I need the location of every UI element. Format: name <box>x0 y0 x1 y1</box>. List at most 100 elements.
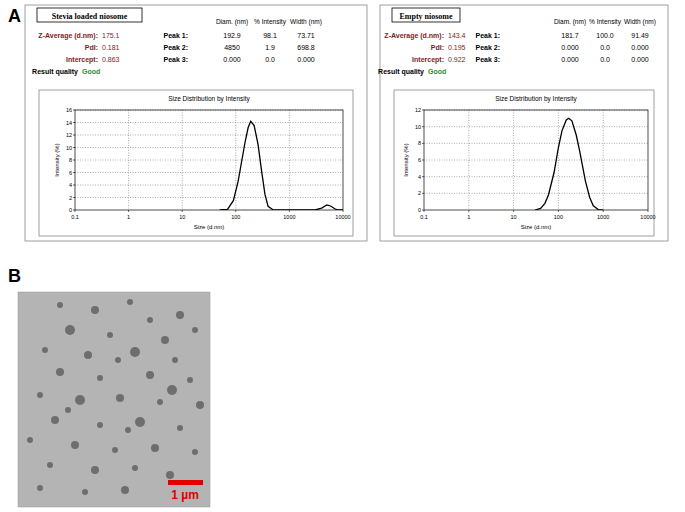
vesicle <box>151 444 159 452</box>
tick-label: 1000 <box>597 214 609 220</box>
plot-frame <box>75 110 343 210</box>
panel-frame <box>380 5 668 241</box>
vesicle <box>157 399 163 405</box>
vesicle <box>147 317 153 323</box>
grid-line <box>289 110 290 210</box>
quality: Good <box>82 68 100 75</box>
vesicle <box>107 332 113 338</box>
sample-title: Stevia loaded niosome <box>52 12 128 21</box>
vesicle <box>84 351 92 359</box>
tick-label: 8 <box>418 140 421 146</box>
tick-label: 10 <box>66 145 72 151</box>
field-label: Z-Average (d.nm): <box>384 32 444 40</box>
peak-value: 0.000 <box>561 56 579 63</box>
vesicle <box>75 395 85 405</box>
grid-line <box>128 110 129 210</box>
quality-label: Result quality <box>32 68 78 76</box>
tick-label: 6 <box>418 157 421 163</box>
column-header: % Intensity <box>589 18 622 26</box>
peak-value: 0.000 <box>297 56 315 63</box>
column-header: Width (nm) <box>290 18 322 26</box>
grid-line <box>424 160 648 161</box>
tick-label: 4 <box>418 174 421 180</box>
vesicle <box>146 371 154 379</box>
panel-label: A <box>8 6 21 26</box>
peak-label: Peak 3: <box>163 56 188 63</box>
sample-title: Empty niosome <box>399 12 453 21</box>
data-group <box>220 121 343 210</box>
vesicle <box>176 311 184 319</box>
distribution-line <box>535 118 603 210</box>
y-axis-label: Intensity (%) <box>54 143 60 176</box>
vesicle <box>116 394 124 402</box>
vesicle <box>177 425 183 431</box>
tick-label: 14 <box>66 120 72 126</box>
field-label: PdI: <box>431 44 444 51</box>
peak-value: 98.1 <box>263 32 277 39</box>
grid-line <box>182 110 183 210</box>
grid-line <box>424 126 648 127</box>
field-label: Intercept: <box>412 56 444 64</box>
vesicle <box>115 357 121 363</box>
grid-line <box>424 176 648 177</box>
grid-line <box>75 160 343 161</box>
vesicle <box>112 447 118 453</box>
column-header: Diam. (nm) <box>554 18 586 26</box>
grid-line <box>468 110 469 210</box>
tick-label: 10000 <box>640 214 655 220</box>
summary: Empty niosome Z-Average (d.nm): 143.4 PdI: 0… <box>378 5 668 241</box>
column-header: Width (nm) <box>624 18 656 26</box>
vesicle <box>121 486 129 494</box>
tick-label: 0 <box>418 207 421 213</box>
peak-value: 0.0 <box>265 56 275 63</box>
peak-value: 0.000 <box>561 44 579 51</box>
tick-label: 10 <box>179 214 185 220</box>
column-header: % Intensity <box>254 18 287 26</box>
grid-line <box>603 110 604 210</box>
tick-label: 0.1 <box>420 214 428 220</box>
peak-value: 0.000 <box>631 56 649 63</box>
tick-label: 6 <box>69 170 72 176</box>
chart-title: Size Distribution by Intensity <box>168 95 250 103</box>
micrograph-background <box>18 292 210 507</box>
vesicle <box>97 422 103 428</box>
grid-line <box>75 185 343 186</box>
field-label: PdI: <box>85 44 98 51</box>
scale-bar-label: 1 µm <box>171 488 199 502</box>
peak-value: 0.000 <box>223 56 241 63</box>
tick-label: 10 <box>415 124 421 130</box>
vesicle <box>192 327 198 333</box>
peak-value: 0.000 <box>631 44 649 51</box>
panel-label: B <box>8 266 21 286</box>
chart: Size Distribution by Intensity0246810121… <box>39 90 353 236</box>
vesicle <box>37 485 43 491</box>
peak-value: 0.0 <box>600 56 610 63</box>
tick-label: 0.1 <box>71 214 79 220</box>
vesicle <box>47 462 53 468</box>
peak-label: Peak 3: <box>475 56 500 63</box>
vesicle <box>91 466 99 474</box>
peak-label: Peak 2: <box>163 44 188 51</box>
grid-line <box>235 110 236 210</box>
field-value: 143.4 <box>448 32 466 39</box>
y-axis-label: Intensity (%) <box>403 143 409 176</box>
scale-bar <box>168 480 203 485</box>
peak-value: 192.9 <box>223 32 241 39</box>
summary: Stevia loaded niosomeZ-Average (d.nm):17… <box>25 5 367 241</box>
tick-label: 2 <box>69 195 72 201</box>
vesicle <box>132 465 138 471</box>
field-label: Z-Average (d.nm): <box>38 32 98 40</box>
vesicle <box>42 347 48 353</box>
vesicle <box>125 427 131 433</box>
chart-frame <box>394 90 654 236</box>
vesicle <box>127 299 133 305</box>
vesicle <box>187 377 193 383</box>
tick-label: 1 <box>127 214 130 220</box>
data-group <box>535 118 603 210</box>
vesicle <box>56 368 64 376</box>
vesicle <box>135 417 145 427</box>
tick-label: 12 <box>415 107 421 113</box>
micrograph: 1 µm <box>18 292 210 507</box>
peak-value: 91.49 <box>631 32 649 39</box>
vesicle <box>65 325 75 335</box>
